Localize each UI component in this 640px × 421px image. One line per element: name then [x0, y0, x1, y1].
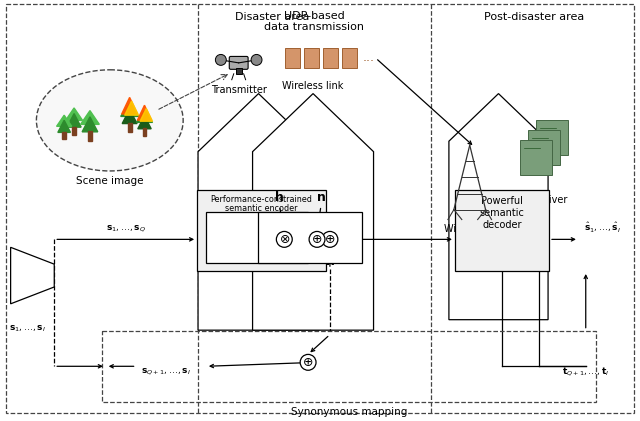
Polygon shape	[63, 132, 66, 139]
Polygon shape	[138, 105, 152, 120]
FancyBboxPatch shape	[342, 48, 356, 68]
Polygon shape	[138, 116, 151, 129]
Text: $\mathbf{s}_{Q+1},\ldots,\mathbf{s}_I$: $\mathbf{s}_{Q+1},\ldots,\mathbf{s}_I$	[141, 366, 191, 377]
Polygon shape	[72, 127, 76, 135]
Polygon shape	[58, 120, 70, 132]
Polygon shape	[88, 131, 92, 141]
Text: Scene image: Scene image	[76, 176, 143, 186]
FancyBboxPatch shape	[304, 48, 319, 68]
FancyBboxPatch shape	[520, 140, 552, 175]
Text: $\mathbf{s}_1,\ldots,\mathbf{s}_I$: $\mathbf{s}_1,\ldots,\mathbf{s}_I$	[9, 323, 46, 334]
Circle shape	[300, 354, 316, 370]
FancyBboxPatch shape	[197, 190, 326, 271]
Text: $\oplus$: $\oplus$	[312, 233, 323, 246]
Text: Post-disaster area: Post-disaster area	[484, 12, 584, 22]
Circle shape	[309, 232, 325, 247]
Text: data transmission: data transmission	[264, 22, 364, 32]
Text: $\tilde{\mathbf{n}}$: $\tilde{\mathbf{n}}$	[325, 255, 335, 269]
Polygon shape	[136, 111, 152, 123]
Polygon shape	[11, 247, 54, 304]
Circle shape	[276, 232, 292, 247]
Text: semantic encoder: semantic encoder	[225, 204, 298, 213]
Text: Transmitter: Transmitter	[211, 85, 267, 95]
Polygon shape	[127, 123, 132, 132]
Text: $\hat{\mathbf{s}}_1,\ldots,\hat{\mathbf{s}}_I$: $\hat{\mathbf{s}}_1,\ldots,\hat{\mathbf{…	[584, 221, 621, 235]
Text: $\oplus$: $\oplus$	[303, 356, 314, 369]
Text: $\mathbf{n}$: $\mathbf{n}$	[316, 191, 326, 204]
Text: Wireless link: Wireless link	[282, 81, 344, 91]
Text: Powerful: Powerful	[481, 196, 523, 206]
Text: Disaster area: Disaster area	[236, 12, 310, 22]
Text: $\mathbf{h}$: $\mathbf{h}$	[275, 190, 284, 204]
Polygon shape	[82, 117, 98, 132]
Text: Powerful: Powerful	[236, 218, 278, 228]
Ellipse shape	[36, 70, 183, 171]
Text: Rayleigh channel: Rayleigh channel	[268, 229, 352, 240]
Text: Performance-constrained: Performance-constrained	[211, 195, 312, 204]
FancyBboxPatch shape	[455, 190, 549, 271]
Text: $\mathbf{s}_1,\ldots,\mathbf{s}_Q$: $\mathbf{s}_1,\ldots,\mathbf{s}_Q$	[106, 224, 146, 234]
Polygon shape	[121, 103, 138, 117]
Text: semantic: semantic	[235, 229, 280, 240]
Text: encoder: encoder	[237, 241, 277, 251]
FancyBboxPatch shape	[236, 68, 242, 74]
Polygon shape	[67, 114, 81, 127]
Polygon shape	[122, 97, 138, 114]
Text: Synonymous mapping: Synonymous mapping	[291, 407, 407, 417]
Polygon shape	[122, 109, 137, 123]
Text: $\otimes$: $\otimes$	[278, 233, 290, 246]
Text: semantic: semantic	[479, 208, 524, 218]
Bar	[102, 330, 596, 402]
Polygon shape	[449, 93, 548, 320]
FancyBboxPatch shape	[528, 130, 560, 165]
Circle shape	[216, 54, 227, 65]
Polygon shape	[56, 115, 72, 126]
FancyBboxPatch shape	[323, 48, 338, 68]
Polygon shape	[253, 93, 374, 330]
Polygon shape	[66, 108, 83, 120]
FancyBboxPatch shape	[229, 56, 248, 69]
Text: decoder: decoder	[482, 219, 522, 229]
Circle shape	[322, 232, 338, 247]
Polygon shape	[81, 111, 99, 124]
Text: ...: ...	[363, 51, 374, 64]
FancyBboxPatch shape	[536, 120, 568, 155]
FancyBboxPatch shape	[257, 212, 362, 263]
Circle shape	[251, 54, 262, 65]
Text: Receiver: Receiver	[525, 195, 567, 205]
Polygon shape	[143, 128, 147, 136]
Text: UDP-based: UDP-based	[284, 11, 344, 21]
FancyBboxPatch shape	[206, 212, 308, 263]
Polygon shape	[198, 93, 319, 330]
FancyBboxPatch shape	[285, 48, 300, 68]
Text: Wireless link: Wireless link	[444, 224, 506, 234]
Text: $\mathbf{t}_{Q+1},\ldots,\mathbf{t}_I$: $\mathbf{t}_{Q+1},\ldots,\mathbf{t}_I$	[562, 365, 609, 378]
Polygon shape	[125, 101, 138, 115]
Text: $\oplus$: $\oplus$	[324, 233, 335, 246]
Polygon shape	[140, 109, 152, 121]
